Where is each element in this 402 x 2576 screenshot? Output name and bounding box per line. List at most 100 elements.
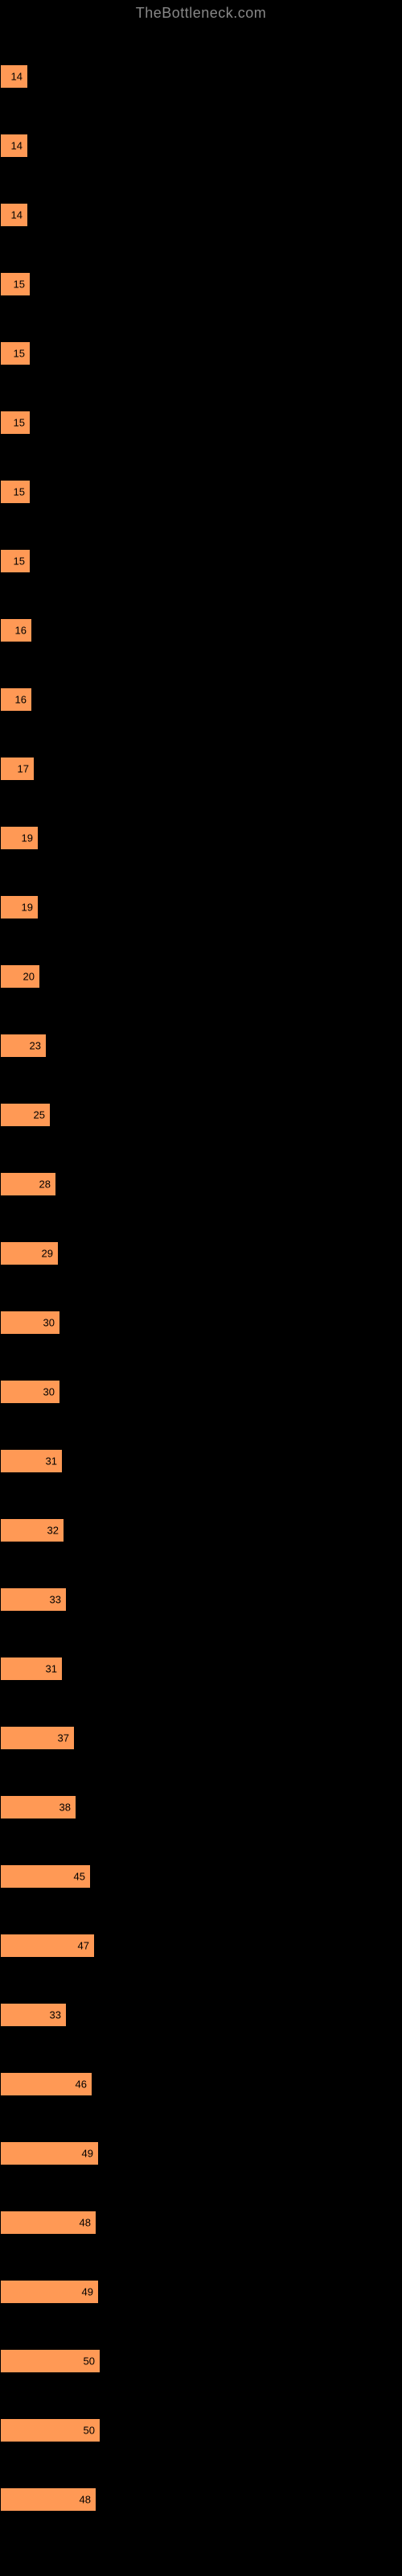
- bar-top-label: Bottleneck result: [0, 1849, 91, 1861]
- bar-value-label: 15: [14, 555, 25, 568]
- bar-top-label: Bottleneck result: [0, 1018, 47, 1030]
- bar-top-label: Bottleneck result: [0, 2195, 96, 2207]
- chart-row: Bottleneck result 20: [0, 949, 40, 989]
- chart-row: Bottleneck result15: [0, 395, 31, 435]
- bar-value-label: 32: [47, 1525, 59, 1537]
- bar: 20: [0, 964, 40, 989]
- chart-row: Bottleneck result 50: [0, 2403, 100, 2442]
- bar-value-label: 15: [14, 348, 25, 360]
- bar-value-label: 30: [43, 1386, 55, 1398]
- bar-top-label: Bottleneck result: [0, 1226, 59, 1238]
- chart-row: Bottleneck result33: [0, 1988, 67, 2027]
- chart-row: Bottleneck result 37: [0, 1711, 75, 1750]
- bar-top-label: Bottleneck result: [0, 2057, 92, 2069]
- bar: 14: [0, 134, 28, 158]
- bar-top-label: Bottleneck result: [0, 1780, 76, 1792]
- chart-row: Bottleneck result 47: [0, 1918, 95, 1958]
- bar-value-label: 33: [50, 1594, 61, 1606]
- chart-row: Bottleneck result48: [0, 2195, 96, 2235]
- bar: 49: [0, 2141, 99, 2165]
- bar: 28: [0, 1172, 56, 1196]
- chart-row: Bottleneck result 30: [0, 1364, 60, 1404]
- bar-top-label: Bottleneck result: [0, 949, 40, 961]
- bar: 15: [0, 341, 31, 365]
- bar-value-label: 50: [84, 2355, 95, 2368]
- bar: 23: [0, 1034, 47, 1058]
- bar-top-label: Bottleneck result: [0, 326, 31, 338]
- bar-top-label: Bottleneck result: [0, 1434, 63, 1446]
- chart-row: Bottleneck result 15: [0, 534, 31, 573]
- bar-value-label: 46: [76, 2079, 87, 2091]
- chart-row: Bottleneck result15: [0, 257, 31, 296]
- bar-value-label: 25: [34, 1109, 45, 1121]
- chart-row: Bottleneck result 30: [0, 1295, 60, 1335]
- bar-value-label: 15: [14, 486, 25, 498]
- bar: 46: [0, 2072, 92, 2096]
- bar: 30: [0, 1380, 60, 1404]
- bar-value-label: 14: [11, 71, 23, 83]
- bar-value-label: 14: [11, 209, 23, 221]
- chart-row: Bottleneck result15: [0, 464, 31, 504]
- bar: 17: [0, 757, 35, 781]
- chart-row: Bottleneck result 45: [0, 1849, 91, 1889]
- bar-top-label: Bottleneck result: [0, 1711, 75, 1723]
- bar-top-label: Bottleneck result: [0, 534, 31, 546]
- bar-top-label: Bottleneck result: [0, 672, 32, 684]
- bar-top-label: Bottleneck result: [0, 2334, 100, 2346]
- bar-value-label: 19: [22, 832, 33, 844]
- bar: 25: [0, 1103, 51, 1127]
- chart-row: Bottleneck result 15: [0, 326, 31, 365]
- bar-top-label: Bottleneck result: [0, 880, 39, 892]
- bar-top-label: Bottleneck result: [0, 1572, 67, 1584]
- bar-value-label: 29: [42, 1248, 53, 1260]
- bar: 14: [0, 64, 28, 89]
- bar: 32: [0, 1518, 64, 1542]
- bar: 45: [0, 1864, 91, 1889]
- bar: 16: [0, 687, 32, 712]
- bar-top-label: Bottleneck result: [0, 2403, 100, 2415]
- bar: 38: [0, 1795, 76, 1819]
- chart-row: Bottleneck result14: [0, 49, 28, 89]
- bar-top-label: Bottleneck result: [0, 188, 28, 200]
- bar-top-label: Bottleneck result: [0, 2472, 96, 2484]
- bar-value-label: 47: [78, 1940, 89, 1952]
- bar-value-label: 28: [39, 1179, 51, 1191]
- bar-value-label: 50: [84, 2425, 95, 2437]
- bar-top-label: Bottleneck result: [0, 1918, 95, 1930]
- chart-row: Bottleneck result 25: [0, 1088, 51, 1127]
- bar: 31: [0, 1657, 63, 1681]
- bar: 50: [0, 2418, 100, 2442]
- bar: 48: [0, 2487, 96, 2512]
- bar: 50: [0, 2349, 100, 2373]
- chart-row: Bottleneck result 16: [0, 672, 32, 712]
- chart-row: Bottleneck result 49: [0, 2126, 99, 2165]
- bar-value-label: 30: [43, 1317, 55, 1329]
- bar-top-label: Bottleneck result: [0, 1088, 51, 1100]
- chart-row: Bottleneck result 48: [0, 2472, 96, 2512]
- bar: 37: [0, 1726, 75, 1750]
- bar: 14: [0, 203, 28, 227]
- bar: 16: [0, 618, 32, 642]
- bar-top-label: Bottleneck result: [0, 1364, 60, 1377]
- bar: 33: [0, 1587, 67, 1612]
- bar-top-label: Bottleneck result: [0, 1295, 60, 1307]
- bar: 29: [0, 1241, 59, 1265]
- bar-top-label: Bottleneck result: [0, 1157, 56, 1169]
- site-header: TheBottleneck.com: [0, 0, 402, 23]
- chart-row: Bottleneck result 31: [0, 1641, 63, 1681]
- chart-row: Bottleneck result19: [0, 880, 39, 919]
- bar-top-label: Bottleneck result: [0, 257, 31, 269]
- bar-value-label: 31: [46, 1663, 57, 1675]
- chart-row: Bottleneck result 16: [0, 603, 32, 642]
- bar-value-label: 49: [82, 2286, 93, 2298]
- bar-top-label: Bottleneck result: [0, 1641, 63, 1653]
- bar-value-label: 48: [80, 2494, 91, 2506]
- bar-value-label: 16: [15, 694, 27, 706]
- bar-value-label: 31: [46, 1455, 57, 1468]
- bar-top-label: Bottleneck result: [0, 603, 32, 615]
- chart-row: Bottleneck result 23: [0, 1018, 47, 1058]
- bar: 30: [0, 1311, 60, 1335]
- bar-top-label: Bottleneck result: [0, 2126, 99, 2138]
- bar-value-label: 37: [58, 1732, 69, 1744]
- site-title: TheBottleneck.com: [136, 5, 267, 21]
